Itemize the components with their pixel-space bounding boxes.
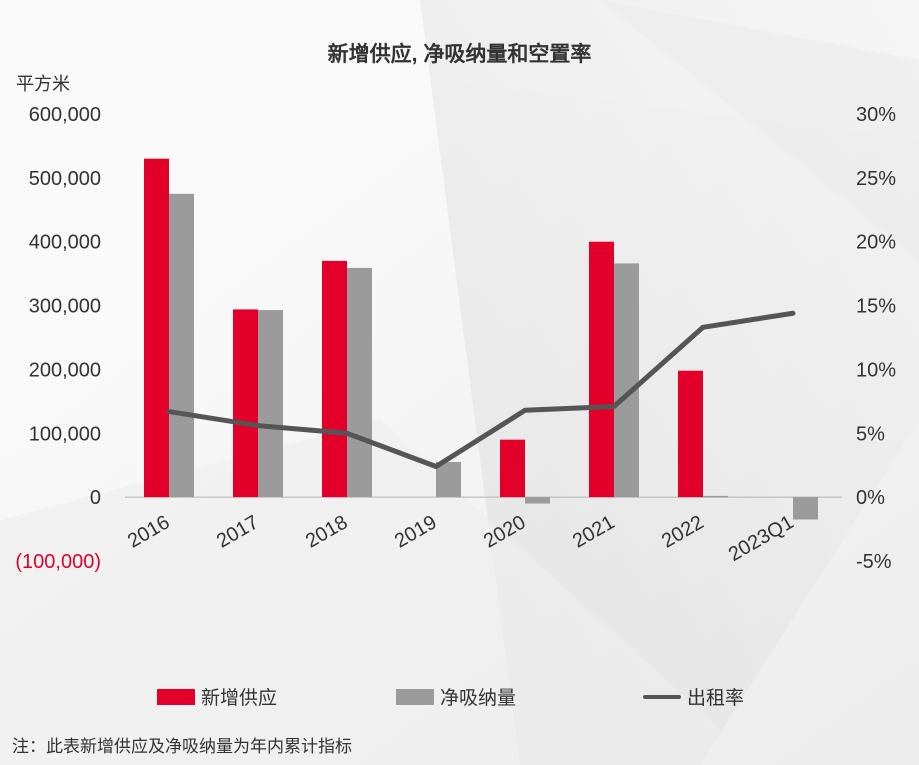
bar-absorption: [703, 495, 728, 498]
legend-label-occupancy: 出租率: [687, 688, 745, 709]
line-occupancy: [166, 310, 796, 469]
y-right-tick-label: -5%: [856, 551, 892, 573]
bar-absorption: [169, 193, 194, 498]
bar-absorption: [347, 267, 372, 498]
legend-item-occupancy: 出租率: [643, 683, 744, 710]
x-tick-label: 2019: [391, 511, 441, 552]
legend-swatch-absorption: [396, 688, 434, 705]
bar-supply: [500, 439, 525, 498]
y-left-tick-label: 600,000: [29, 104, 101, 126]
y-right-tick-label: 10%: [856, 359, 896, 381]
legend-swatch-supply: [157, 688, 195, 705]
y-axis-unit-label: 平方米: [16, 74, 70, 94]
x-tick-label: 2020: [480, 511, 530, 552]
y-right-tick-label: 5%: [856, 423, 885, 445]
y-right-tick-label: 30%: [856, 104, 896, 126]
bar-absorption: [614, 263, 639, 498]
y-left-tick-label: (100,000): [15, 551, 101, 573]
bar-absorption: [258, 310, 283, 498]
bar-absorption: [793, 497, 818, 520]
x-tick-label: 2017: [213, 511, 263, 552]
chart-title: 新增供应, 净吸纳量和空置率: [327, 43, 592, 66]
bar-absorption: [525, 497, 550, 504]
legend-line-occupancy: [643, 694, 681, 699]
bar-supply: [233, 309, 258, 498]
y-left-tick-label: 0: [90, 487, 101, 509]
y-right-tick-label: 20%: [856, 232, 896, 254]
bar-supply: [678, 370, 703, 498]
x-tick-label: 2018: [302, 511, 352, 552]
legend-label-supply: 新增供应: [201, 688, 278, 709]
y-left-tick-label: 400,000: [29, 232, 101, 254]
x-tick-label: 2021: [569, 511, 619, 552]
legend-item-absorption: 净吸纳量: [396, 683, 516, 710]
bar-supply: [144, 158, 169, 498]
bar-supply: [322, 260, 347, 498]
y-left-tick-label: 300,000: [29, 296, 101, 318]
footnote: 注：此表新增供应及净吸纳量为年内累计指标: [12, 737, 352, 756]
y-right-tick-label: 0%: [856, 487, 885, 509]
x-tick-label: 2022: [658, 511, 708, 552]
y-left-tick-label: 500,000: [29, 168, 101, 190]
x-tick-label: 2023Q1: [725, 511, 798, 566]
legend-label-absorption: 净吸纳量: [440, 688, 517, 709]
x-tick-label: 2016: [124, 511, 174, 552]
bar-absorption: [436, 462, 461, 498]
y-right-tick-label: 25%: [856, 168, 896, 190]
y-left-tick-label: 100,000: [29, 423, 101, 445]
y-right-tick-label: 15%: [856, 296, 896, 318]
y-left-tick-label: 200,000: [29, 359, 101, 381]
legend-item-supply: 新增供应: [157, 683, 277, 710]
bar-supply: [589, 241, 614, 498]
